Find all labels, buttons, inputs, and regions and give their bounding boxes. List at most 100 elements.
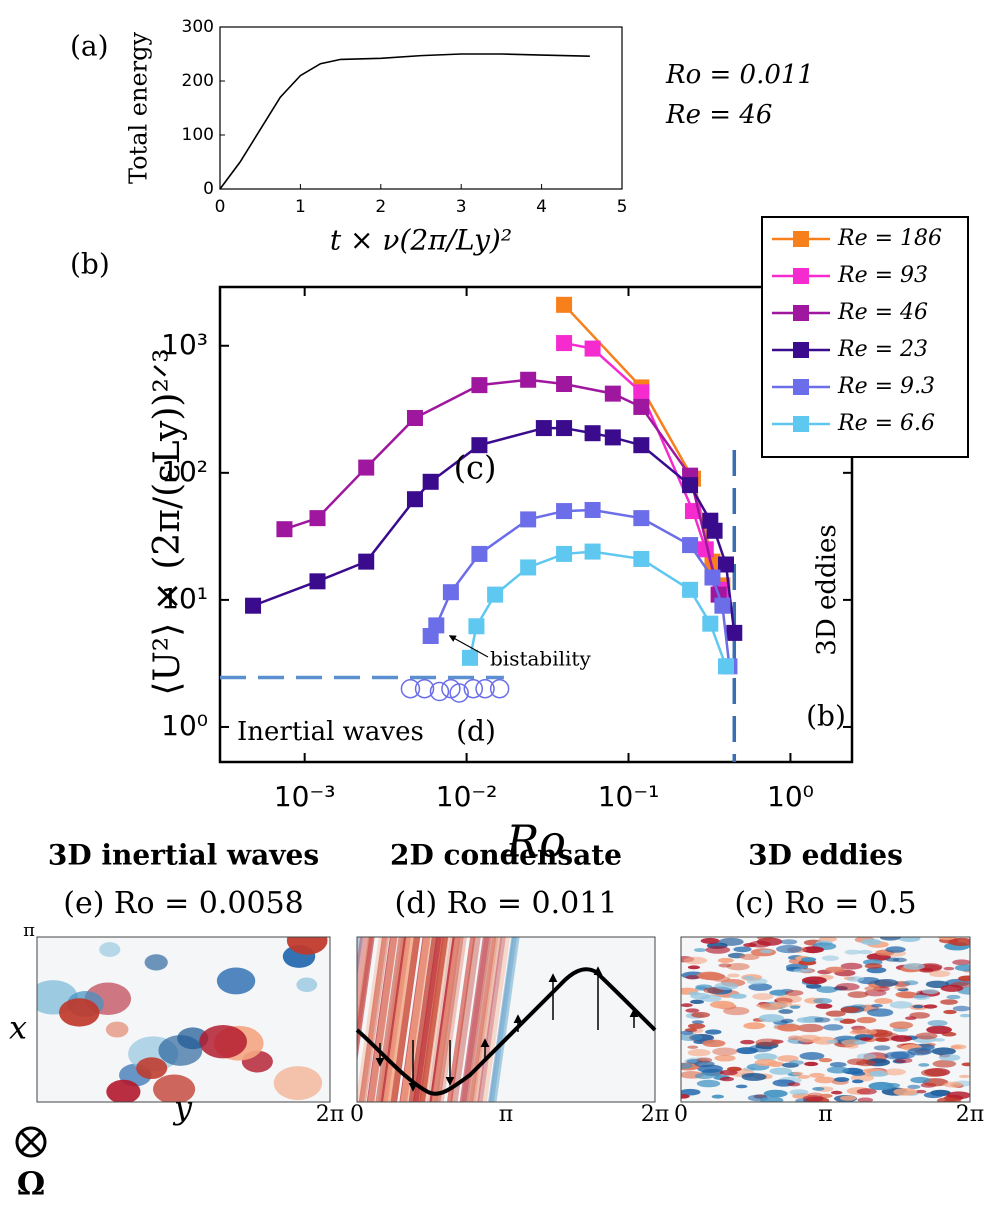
field-blob	[789, 1060, 804, 1065]
open-circle	[414, 678, 435, 699]
field-blob	[740, 1039, 755, 1045]
field-blob	[874, 998, 893, 1004]
series-marker	[309, 573, 326, 590]
field-blob	[158, 1035, 203, 1066]
field-blob	[681, 1033, 703, 1041]
series-marker	[556, 376, 573, 393]
field-tick-label: 2π	[641, 1102, 669, 1127]
field-stripe	[435, 937, 464, 1102]
field-blob	[753, 1053, 778, 1061]
field-blob	[59, 998, 100, 1027]
field-blob	[923, 1004, 938, 1009]
series-marker	[717, 556, 734, 573]
field-blob	[763, 1089, 788, 1098]
series-marker	[520, 559, 537, 576]
x-tick-label: 10⁰	[767, 780, 814, 813]
field-blob	[702, 1039, 726, 1048]
field-blob	[691, 1020, 704, 1025]
field-blob	[694, 1072, 715, 1080]
field-blob	[797, 1034, 822, 1043]
field-blob	[840, 962, 863, 970]
series-marker	[556, 335, 573, 352]
legend-label: Re = 46	[837, 300, 928, 325]
field-blob	[943, 1009, 957, 1015]
field-tick-label: 0	[674, 1102, 688, 1127]
field-blob	[106, 1079, 141, 1102]
field-stripe	[408, 937, 438, 1102]
field-blob	[296, 977, 318, 993]
field-blob	[835, 983, 860, 991]
field-blob	[711, 1094, 725, 1099]
field-blob	[885, 946, 906, 953]
field-blob	[199, 1024, 247, 1059]
field-blob	[918, 1063, 930, 1067]
field-blob	[743, 1022, 766, 1030]
field-blob	[847, 991, 869, 998]
field-frame	[680, 936, 971, 1103]
field-stripe	[413, 937, 444, 1102]
field-frame	[36, 936, 331, 1103]
field-axis-label: x	[9, 1009, 27, 1047]
field-blob	[801, 976, 827, 985]
field-blob	[726, 962, 750, 971]
annotation: Inertial waves	[237, 717, 424, 747]
field-blob	[687, 965, 700, 970]
field-stripe	[327, 937, 356, 1102]
field-blob	[712, 976, 731, 982]
series-marker	[726, 624, 743, 641]
field-blob	[857, 1097, 874, 1102]
field-blob	[818, 1058, 833, 1063]
field-blob	[961, 1062, 970, 1067]
field-subtitle: (e) Ro = 0.0058	[63, 886, 304, 921]
field-blob	[907, 1047, 933, 1056]
series-marker	[682, 477, 699, 494]
open-circle	[449, 683, 469, 703]
series-marker	[309, 510, 326, 527]
field-blob	[776, 944, 803, 954]
legend-marker	[793, 268, 809, 284]
field-blob	[912, 994, 931, 1000]
field-stripe	[459, 937, 490, 1102]
field-blob	[743, 976, 755, 980]
field-stripe	[357, 937, 375, 1102]
field-blob	[784, 990, 804, 996]
field-blob	[830, 1090, 843, 1095]
field-blob	[910, 1076, 931, 1084]
field-blob	[735, 1084, 748, 1089]
field-stripe	[357, 937, 374, 1102]
field-map	[37, 937, 330, 1102]
field-blob	[954, 964, 970, 972]
field-stripe	[466, 937, 497, 1102]
x-tick-label: 4	[536, 197, 547, 217]
field-stripe	[419, 937, 449, 1102]
field-blob	[705, 945, 731, 954]
field-blob	[273, 1066, 323, 1101]
field-blob	[726, 1066, 742, 1072]
series-marker	[604, 429, 621, 446]
x-tick-label: 10⁻¹	[598, 780, 660, 813]
field-stripe	[489, 937, 520, 1102]
field-blob	[920, 1068, 947, 1077]
legend-label: Re = 186	[837, 226, 942, 251]
field-blob	[789, 1089, 809, 1096]
field-blob	[948, 937, 970, 946]
x-axis-label: t × ν(2π/Ly)²	[330, 224, 512, 257]
field-blob	[772, 1001, 793, 1008]
field-blob	[866, 1008, 894, 1017]
field-blob	[904, 1016, 917, 1021]
field-blob	[915, 1089, 927, 1094]
field-blob	[903, 962, 925, 970]
field-tick-label: 2π	[316, 1102, 344, 1127]
field-title: 3D eddies	[748, 839, 903, 872]
field-blob	[940, 984, 964, 992]
field-blob	[736, 1047, 758, 1055]
field-blob	[144, 954, 168, 971]
legend-label: Re = 23	[837, 337, 928, 362]
field-blob	[727, 973, 740, 978]
field-blob	[840, 1006, 860, 1013]
field-title: 2D condensate	[390, 839, 622, 872]
axes-frame	[219, 26, 623, 190]
series-marker	[358, 459, 375, 476]
field-blob	[105, 1021, 129, 1038]
field-blob	[927, 1019, 948, 1027]
